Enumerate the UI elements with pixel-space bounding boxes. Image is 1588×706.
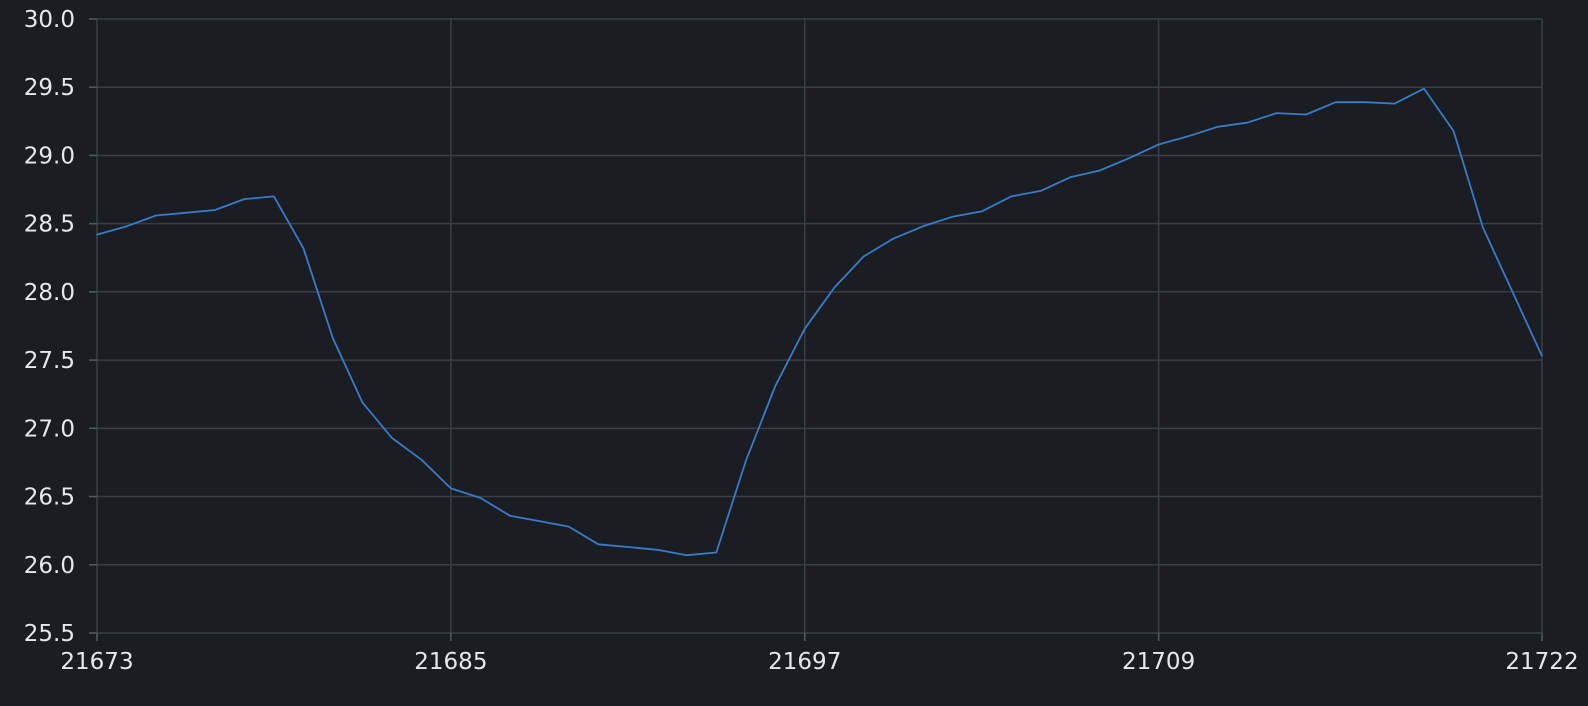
- data-point: [627, 546, 629, 548]
- y-tick-label: 29.5: [24, 75, 75, 101]
- data-point: [509, 514, 511, 517]
- y-tick-label: 26.0: [24, 553, 75, 579]
- data-point: [774, 385, 777, 387]
- data-point: [1039, 190, 1042, 192]
- data-point: [1010, 195, 1012, 198]
- data-point: [833, 287, 835, 289]
- series-line: [96, 87, 1543, 557]
- data-point: [1364, 101, 1366, 103]
- data-point: [1452, 130, 1455, 132]
- y-tick-label: 28.5: [24, 212, 75, 238]
- data-point: [656, 549, 659, 551]
- data-point: [391, 437, 393, 439]
- data-point: [568, 525, 570, 528]
- x-tick-label: 21722: [1505, 649, 1578, 675]
- data-point: [1423, 87, 1425, 90]
- data-point: [125, 225, 128, 228]
- data-point: [155, 214, 157, 217]
- data-point: [1305, 113, 1307, 116]
- y-tick-label: 30.0: [24, 7, 75, 33]
- data-point: [302, 247, 305, 249]
- data-point: [1069, 176, 1071, 179]
- data-point: [862, 255, 865, 258]
- data-point: [1393, 102, 1396, 105]
- data-point: [1216, 126, 1219, 128]
- data-point: [273, 195, 275, 198]
- x-tick-label: 21709: [1122, 649, 1195, 675]
- y-tick-label: 25.5: [24, 621, 75, 647]
- data-point: [921, 225, 924, 228]
- data-point: [980, 210, 983, 213]
- data-point: [892, 237, 894, 240]
- data-point: [361, 401, 364, 404]
- data-point: [1128, 157, 1130, 159]
- data-point: [1334, 101, 1337, 103]
- data-point: [745, 460, 747, 462]
- data-point: [214, 209, 216, 211]
- data-point: [951, 216, 953, 218]
- y-tick-label: 27.0: [24, 416, 75, 442]
- data-point: [243, 198, 246, 200]
- data-point: [1482, 227, 1484, 229]
- data-point: [715, 551, 718, 554]
- data-point: [538, 520, 541, 522]
- data-point: [450, 487, 452, 490]
- data-point: [184, 212, 187, 214]
- data-point: [597, 543, 600, 546]
- data-point: [804, 327, 806, 330]
- data-point: [332, 337, 334, 340]
- y-tick-label: 29.0: [24, 143, 75, 169]
- y-tick-label: 28.0: [24, 280, 75, 306]
- tick-labels: 25.5 26.0 26.5 27.0 27.5 28.0 28.5 29.0 29.5 30.0…: [24, 7, 1579, 675]
- x-tick-label: 21697: [768, 649, 841, 675]
- data-point: [1187, 135, 1189, 138]
- x-tick-label: 21685: [414, 649, 487, 675]
- data-point: [1246, 121, 1248, 124]
- axes: [89, 18, 1543, 641]
- data-point: [1275, 112, 1278, 114]
- data-point: [1541, 355, 1543, 357]
- data-point: [479, 497, 482, 499]
- x-tick-label: 21673: [60, 649, 133, 675]
- y-tick-label: 27.5: [24, 348, 75, 374]
- data-point: [420, 458, 423, 461]
- grid-lines: [96, 18, 1543, 634]
- data-point: [1098, 169, 1101, 172]
- data-point: [96, 233, 98, 236]
- data-point: [1157, 143, 1160, 146]
- y-tick-label: 26.5: [24, 485, 75, 511]
- data-point: [686, 554, 688, 556]
- series: [96, 87, 1543, 557]
- data-point: [1511, 291, 1514, 293]
